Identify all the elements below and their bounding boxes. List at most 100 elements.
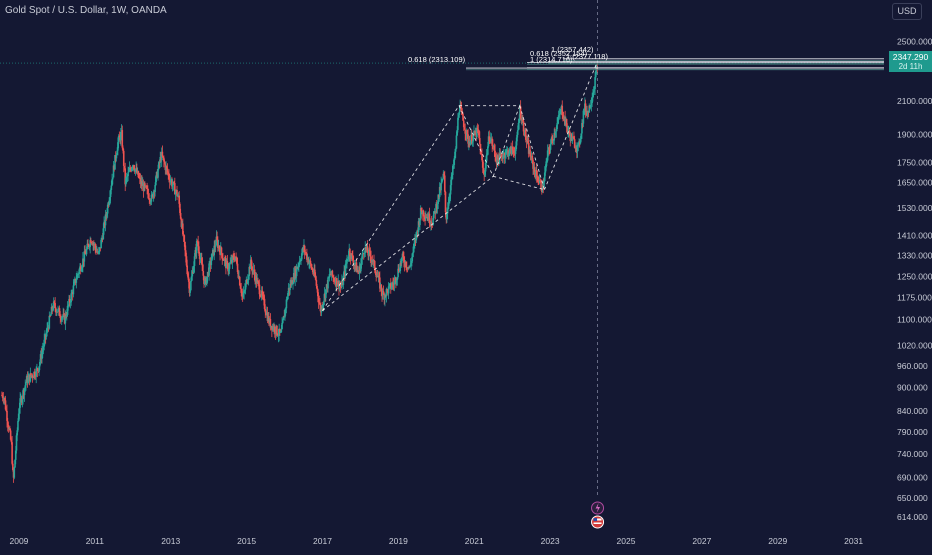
candle-body xyxy=(95,248,97,252)
event-markers[interactable] xyxy=(591,501,605,529)
candle-body xyxy=(449,194,451,199)
candle-body xyxy=(122,147,124,151)
candle-body xyxy=(4,398,6,401)
time-axis[interactable]: 2009 2011 2013 2015 2017 2019 2021 2023 2025 2027… xyxy=(10,536,864,546)
candle-body xyxy=(21,398,24,403)
pattern-line[interactable] xyxy=(458,105,494,177)
candle-body xyxy=(548,147,550,150)
candle-body xyxy=(344,263,347,275)
pattern-line[interactable] xyxy=(493,175,545,191)
candle-body xyxy=(355,262,358,273)
candle-body xyxy=(131,166,134,168)
candle-body xyxy=(62,314,64,318)
candle-body xyxy=(455,135,458,149)
candle-body xyxy=(220,247,223,254)
candle-body xyxy=(392,283,394,285)
price-axis[interactable]: 614.000 650.000 690.000 740.000 790.000 840.0… xyxy=(897,37,932,522)
candle-body xyxy=(527,142,530,154)
candle-body xyxy=(508,148,511,154)
candle-body xyxy=(403,257,405,263)
candle-body xyxy=(441,178,444,181)
candle-body xyxy=(115,154,118,159)
pattern-line[interactable] xyxy=(544,61,598,190)
candle-body xyxy=(454,151,456,159)
candle-body xyxy=(75,279,78,283)
candle-body xyxy=(386,289,388,290)
candle-body xyxy=(239,285,242,289)
candle-body xyxy=(85,249,88,255)
candle-body xyxy=(533,167,536,172)
candle-body xyxy=(405,261,407,268)
candle-body xyxy=(398,271,401,272)
candle-body xyxy=(446,213,448,220)
candle-body xyxy=(235,256,237,258)
candle-body xyxy=(161,151,164,157)
candle-body xyxy=(233,256,235,260)
candle-body xyxy=(487,136,490,147)
candle-body xyxy=(411,257,413,264)
candle-body xyxy=(566,126,569,132)
candle-body xyxy=(11,442,13,464)
candle-body xyxy=(524,129,527,140)
candle-body xyxy=(415,232,418,241)
candle-body xyxy=(333,280,336,282)
candle-body xyxy=(327,277,329,289)
lightning-event-icon[interactable] xyxy=(591,501,605,515)
candle-body xyxy=(430,222,433,225)
candle-body xyxy=(357,270,359,273)
candle-body xyxy=(157,169,159,178)
candle-body xyxy=(134,169,137,172)
candle-body xyxy=(194,250,197,257)
candle-body xyxy=(543,172,546,182)
candle-body xyxy=(289,283,291,291)
pattern-line[interactable] xyxy=(492,105,521,177)
candle-body xyxy=(203,275,205,284)
candle-body xyxy=(331,270,334,277)
candle-body xyxy=(373,260,375,261)
candle-body xyxy=(333,277,335,281)
candle-body xyxy=(226,261,229,265)
candle-body xyxy=(106,204,109,214)
candle-body xyxy=(481,160,484,168)
pattern-line[interactable] xyxy=(519,105,545,190)
candle-body xyxy=(152,191,155,198)
candle-body xyxy=(584,103,587,113)
candle-body xyxy=(328,274,331,278)
candle-body xyxy=(314,275,317,280)
candle-body xyxy=(479,143,482,155)
candle-body xyxy=(338,280,340,290)
candle-body xyxy=(292,283,294,285)
candle-body xyxy=(579,138,582,144)
candle-body xyxy=(117,136,120,143)
candle-body xyxy=(263,296,265,299)
candle-body xyxy=(400,257,403,264)
candle-body xyxy=(98,247,101,252)
candle-body xyxy=(110,185,113,190)
candle-body xyxy=(203,281,206,284)
fib-levels-layer[interactable]: 0.618 (2313.109) 0.618 (2352.154)1 (2357.… xyxy=(408,45,884,71)
candle-body xyxy=(538,180,541,183)
candle-body xyxy=(29,373,32,382)
candle-body xyxy=(255,275,258,284)
pattern-line[interactable] xyxy=(322,175,494,311)
candle-body xyxy=(60,317,63,320)
candle-body xyxy=(73,281,75,286)
candle-body xyxy=(515,141,518,150)
candle-body xyxy=(287,287,290,294)
price-tick-label: 1900.000 xyxy=(897,130,932,140)
us-flag-event-icon[interactable] xyxy=(591,515,605,529)
candle-body xyxy=(52,308,54,310)
candle-body xyxy=(495,156,497,159)
candle-body xyxy=(117,142,119,151)
candle-body xyxy=(201,263,204,271)
harmonic-pattern-layer[interactable] xyxy=(0,0,884,495)
candle-body xyxy=(258,284,261,295)
candle-body xyxy=(143,183,145,192)
candle-body xyxy=(541,184,544,192)
pattern-line[interactable] xyxy=(322,105,460,311)
currency-button[interactable]: USD xyxy=(892,3,922,20)
candle-body xyxy=(59,316,62,318)
candle-body xyxy=(94,244,97,249)
